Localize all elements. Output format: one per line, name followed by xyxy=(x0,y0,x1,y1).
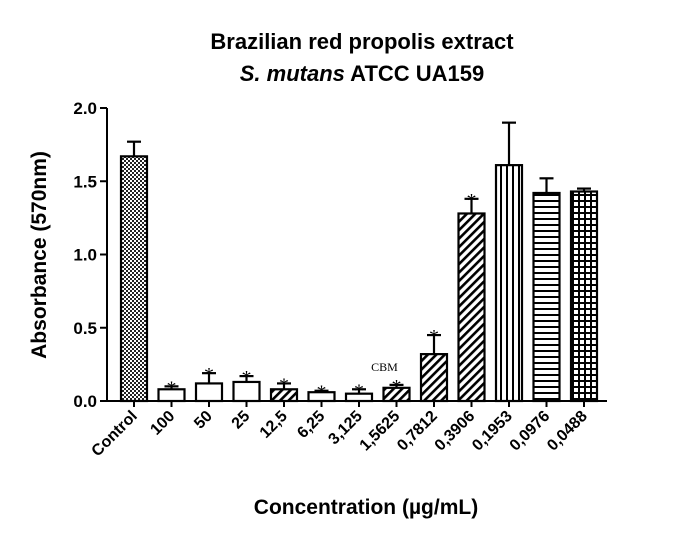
x-tick-label: 0,7812 xyxy=(394,408,441,455)
x-tick-label: 50 xyxy=(191,408,216,433)
y-axis-label: Absorbance (570nm) xyxy=(28,151,51,359)
y-tick-label: 0.5 xyxy=(73,319,97,338)
y-tick-label: 1.5 xyxy=(73,172,97,191)
significance-marker: * xyxy=(429,326,439,348)
x-tick-label: 0,0488 xyxy=(544,408,591,455)
annotation-label: CBM xyxy=(371,360,398,374)
significance-marker: * xyxy=(204,364,214,386)
x-tick-label: 100 xyxy=(147,408,178,439)
bar xyxy=(419,353,449,403)
significance-marker: * xyxy=(467,190,477,212)
y-tick-label: 1.0 xyxy=(73,246,97,265)
x-tick-label: 6,25 xyxy=(294,408,328,442)
significance-marker: * xyxy=(392,376,402,398)
significance-marker: * xyxy=(279,374,289,396)
bar xyxy=(119,155,149,403)
subtitle-organism: S. mutans xyxy=(240,61,345,86)
bar xyxy=(532,191,561,403)
chart-subtitle: S. mutans ATCC UA159 xyxy=(240,61,485,86)
significance-marker: * xyxy=(317,382,327,404)
bar xyxy=(457,212,486,403)
significance-marker: * xyxy=(354,380,364,402)
y-tick-label: 2.0 xyxy=(73,99,97,118)
significance-marker: * xyxy=(167,377,177,399)
x-tick-label: Control xyxy=(89,408,141,460)
x-tick-label: 1,5625 xyxy=(357,408,404,455)
y-tick-label: 0.0 xyxy=(73,392,97,411)
bar xyxy=(569,190,599,403)
subtitle-strain: ATCC UA159 xyxy=(345,61,484,86)
x-axis-label: Concentration (µg/mL) xyxy=(254,496,478,519)
x-tick-label: 25 xyxy=(229,408,254,433)
x-tick-label: 0,1953 xyxy=(469,408,516,455)
chart-title: Brazilian red propolis extract xyxy=(210,29,514,54)
x-tick-label: 0,3906 xyxy=(432,408,479,455)
x-tick-label: 0,0976 xyxy=(507,408,554,455)
significance-marker: * xyxy=(242,367,252,389)
bar xyxy=(494,164,524,403)
x-tick-label: 12,5 xyxy=(257,408,291,442)
